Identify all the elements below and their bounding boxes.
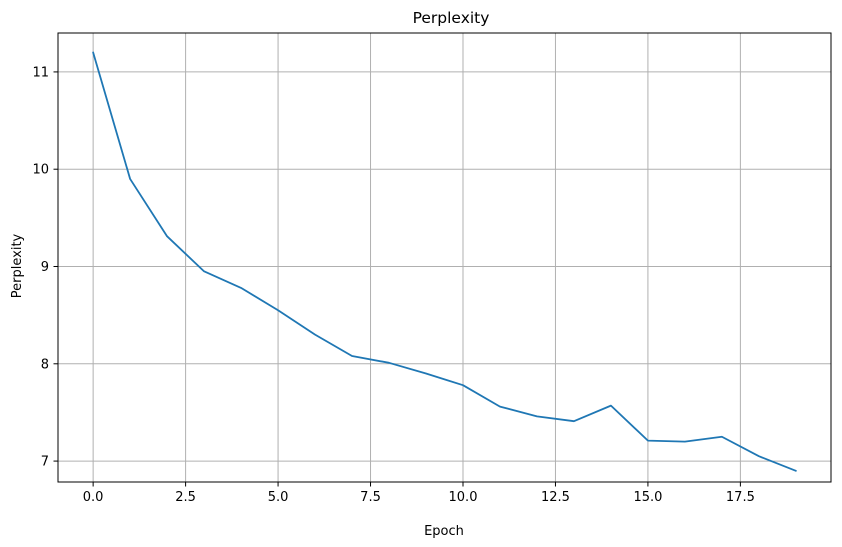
- y-tick-label: 7: [41, 455, 49, 470]
- y-axis-label: Perplexity: [10, 233, 25, 298]
- x-tick-label: 10.0: [449, 490, 478, 505]
- y-tick-label: 11: [32, 65, 49, 80]
- x-tick-label: 7.5: [360, 490, 381, 505]
- x-grid-lines: [92, 33, 741, 482]
- y-grid-lines: [58, 71, 831, 462]
- y-tick-label: 9: [41, 260, 49, 275]
- x-tick-label: 0.0: [83, 490, 104, 505]
- y-tick-label: 10: [32, 163, 49, 178]
- x-tick-label: 5.0: [268, 490, 289, 505]
- series-layer: [92, 51, 797, 472]
- x-axis-ticks: 0.0 2.5 5.0 7.5 10.0 12.5 15.0 17.5: [83, 482, 755, 505]
- x-tick-label: 2.5: [175, 490, 196, 505]
- plot-frame: [57, 32, 832, 483]
- chart-title: Perplexity: [413, 9, 490, 27]
- x-tick-label: 17.5: [726, 490, 755, 505]
- y-axis-ticks: 7 8 9 10 11: [32, 65, 58, 470]
- x-tick-label: 12.5: [541, 490, 570, 505]
- y-tick-label: 8: [41, 357, 49, 372]
- x-axis-label: Epoch: [424, 524, 464, 539]
- x-tick-label: 15.0: [633, 490, 662, 505]
- series-line: [92, 51, 797, 472]
